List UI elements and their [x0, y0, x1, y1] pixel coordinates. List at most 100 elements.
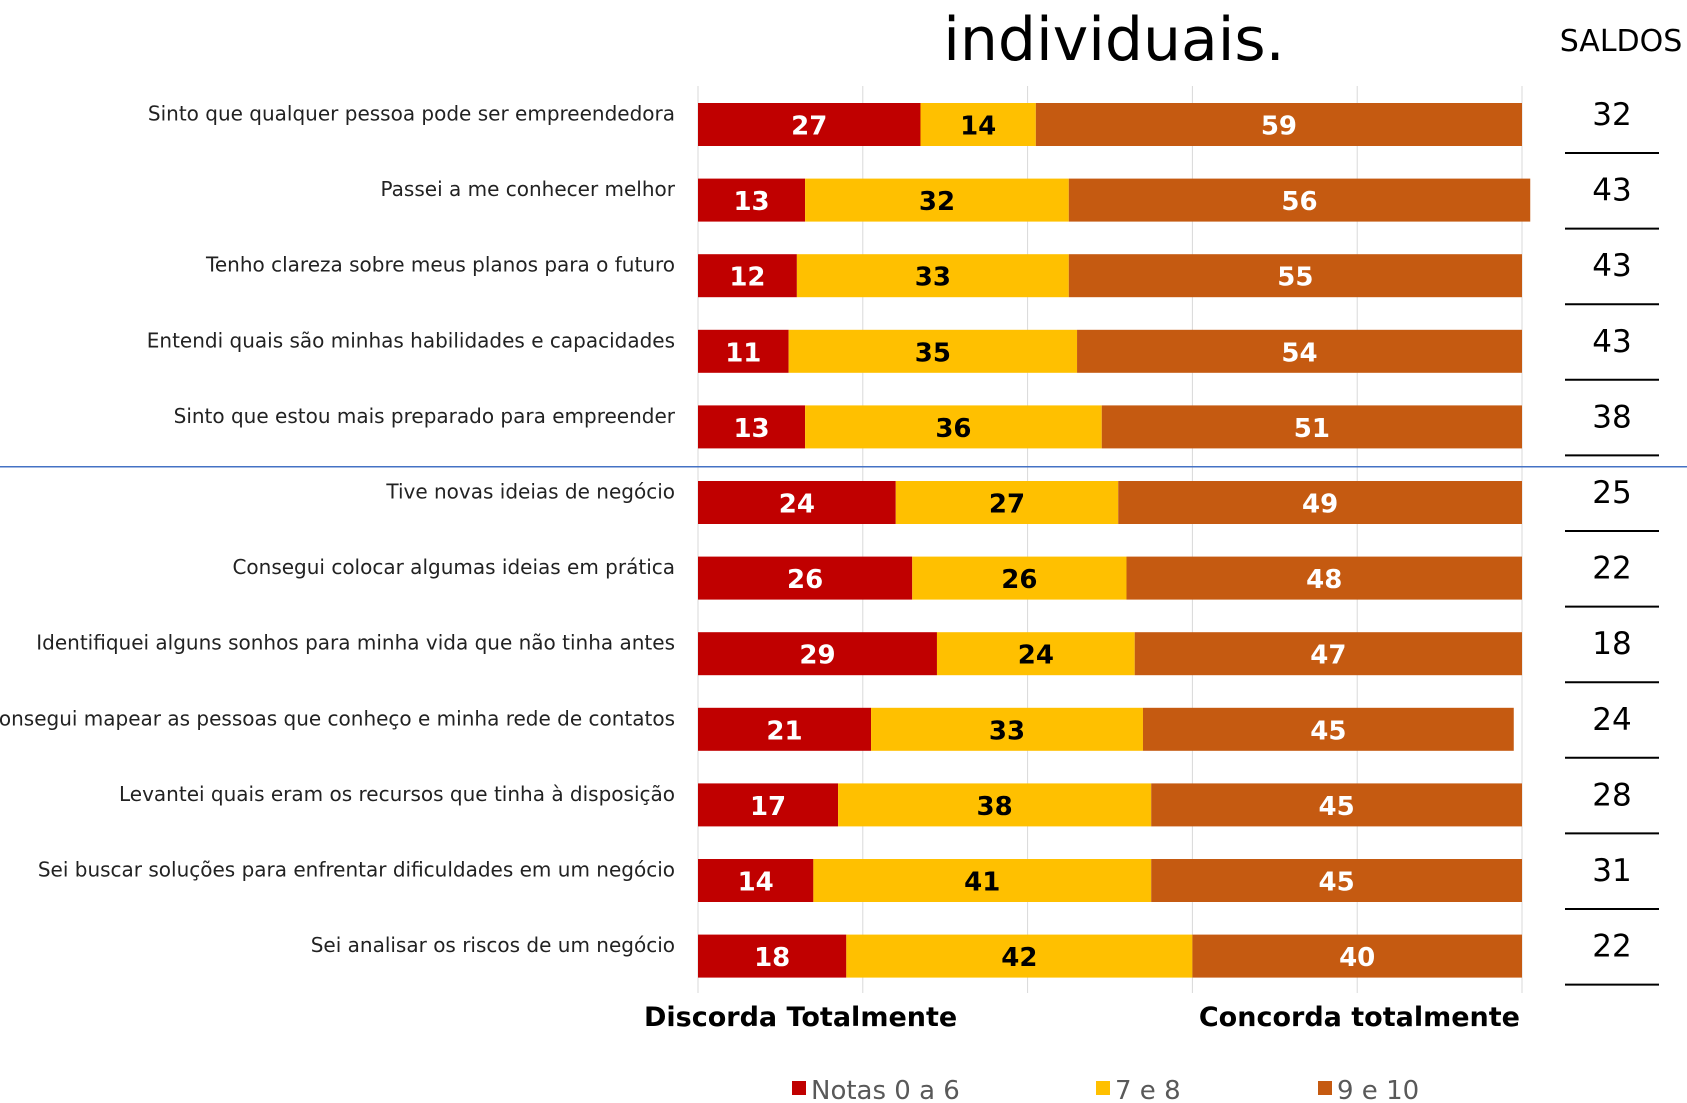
data-label: 56	[1281, 187, 1317, 217]
category-label: Tenho clareza sobre meus planos para o f…	[205, 253, 675, 277]
data-label: 33	[989, 716, 1025, 746]
bar-segment	[1134, 632, 1522, 676]
bar-segment	[788, 329, 1078, 373]
bar-segment	[698, 103, 921, 146]
data-label: 12	[729, 263, 765, 293]
bar-segment	[805, 178, 1069, 222]
data-label: 49	[1302, 490, 1338, 520]
saldos-header: SALDOS	[1560, 24, 1683, 59]
data-label: 14	[960, 112, 996, 142]
bar-segment	[698, 481, 896, 524]
saldo-value: 22	[1592, 929, 1631, 965]
saldo-value: 22	[1592, 551, 1631, 587]
bar-segment	[698, 405, 806, 449]
data-label: 27	[989, 490, 1025, 520]
data-label: 51	[1294, 414, 1330, 444]
bar-segment	[871, 707, 1143, 751]
bar-segment	[912, 556, 1127, 600]
data-label: 13	[733, 414, 769, 444]
bars: 27 14 59 13 32 56 12 33 55 11 35 54 13 36 51 24 27 49 26 26…	[698, 103, 1531, 978]
saldo-value: 24	[1592, 702, 1631, 738]
data-label: 29	[799, 641, 835, 671]
bar-segment	[698, 329, 789, 373]
bar-segment	[1118, 481, 1522, 524]
data-label: 36	[935, 414, 971, 444]
bar-segment	[698, 556, 913, 600]
data-label: 35	[915, 338, 951, 368]
data-label: 26	[1001, 565, 1037, 595]
data-label: 41	[964, 868, 1000, 898]
axis-right-label: Concorda totalmente	[1199, 1002, 1520, 1033]
category-label: Identifiquei alguns sonhos para minha vi…	[36, 631, 675, 655]
category-label: Sinto que qualquer pessoa pode ser empre…	[148, 102, 675, 126]
data-label: 42	[1001, 943, 1037, 973]
category-label: Consegui colocar algumas ideias em práti…	[232, 555, 675, 579]
legend-label: Notas 0 a 6	[811, 1076, 960, 1103]
data-label: 24	[1018, 641, 1054, 671]
saldos-column: 32 43 43 43 38 25 22 18 24 28 31 22	[1565, 97, 1659, 986]
category-label: Passei a me conhecer melhor	[381, 177, 676, 201]
data-label: 24	[779, 490, 815, 520]
bar-segment	[1035, 103, 1522, 146]
category-label: Consegui mapear as pessoas que conheço e…	[0, 706, 675, 730]
saldo-value: 38	[1592, 399, 1631, 435]
legend-swatch	[1318, 1081, 1332, 1095]
data-label: 32	[919, 187, 955, 217]
data-label: 18	[754, 943, 790, 973]
bar-segment	[796, 254, 1069, 298]
chart-title: individuais.	[943, 5, 1285, 75]
bar-segment	[1142, 707, 1514, 751]
data-label: 45	[1319, 792, 1355, 822]
category-label: Sei buscar soluções para enfrentar dific…	[38, 858, 675, 882]
category-labels: Sinto que qualquer pessoa pode ser empre…	[0, 102, 676, 958]
data-label: 11	[725, 338, 761, 368]
bar-segment	[698, 934, 847, 978]
data-label: 27	[791, 112, 827, 142]
bar-segment	[698, 783, 839, 827]
bar-segment	[1077, 329, 1522, 373]
category-label: Entendi quais são minhas habilidades e c…	[147, 328, 675, 352]
bar-segment	[1151, 783, 1522, 827]
bar-segment	[698, 707, 872, 751]
data-label: 48	[1306, 565, 1342, 595]
data-label: 54	[1281, 338, 1317, 368]
gridlines	[697, 86, 1523, 993]
data-label: 17	[750, 792, 786, 822]
bar-segment	[1068, 178, 1531, 222]
data-label: 13	[733, 187, 769, 217]
axis-left-label: Discorda Totalmente	[644, 1002, 957, 1033]
data-label: 47	[1310, 641, 1346, 671]
saldo-value: 43	[1592, 324, 1631, 360]
data-label: 59	[1261, 112, 1297, 142]
legend: Notas 0 a 6 7 e 8 9 e 10	[792, 1076, 1419, 1103]
legend-swatch	[792, 1081, 806, 1095]
category-label: Levantei quais eram os recursos que tinh…	[119, 782, 675, 806]
bar-segment	[1068, 254, 1522, 298]
bar-segment	[1101, 405, 1522, 449]
saldo-value: 32	[1592, 97, 1631, 133]
bar-segment	[813, 859, 1152, 902]
data-label: 14	[738, 868, 774, 898]
bar-segment	[1151, 859, 1522, 902]
saldo-value: 28	[1592, 777, 1631, 813]
bar-segment	[920, 103, 1036, 146]
legend-label: 7 e 8	[1115, 1076, 1181, 1103]
legend-label: 9 e 10	[1337, 1076, 1419, 1103]
bar-segment	[698, 632, 937, 676]
saldo-value: 18	[1592, 626, 1631, 662]
bar-segment	[895, 481, 1119, 524]
data-label: 55	[1277, 263, 1313, 293]
saldo-value: 43	[1592, 248, 1631, 284]
data-label: 38	[977, 792, 1013, 822]
saldo-value: 25	[1592, 475, 1631, 511]
bar-segment	[1126, 556, 1522, 600]
data-label: 40	[1339, 943, 1375, 973]
saldo-value: 43	[1592, 173, 1631, 209]
data-label: 33	[915, 263, 951, 293]
bar-segment	[698, 178, 806, 222]
bar-segment	[936, 632, 1135, 676]
data-label: 21	[766, 716, 802, 746]
bar-segment	[805, 405, 1102, 449]
bar-segment	[698, 254, 797, 298]
